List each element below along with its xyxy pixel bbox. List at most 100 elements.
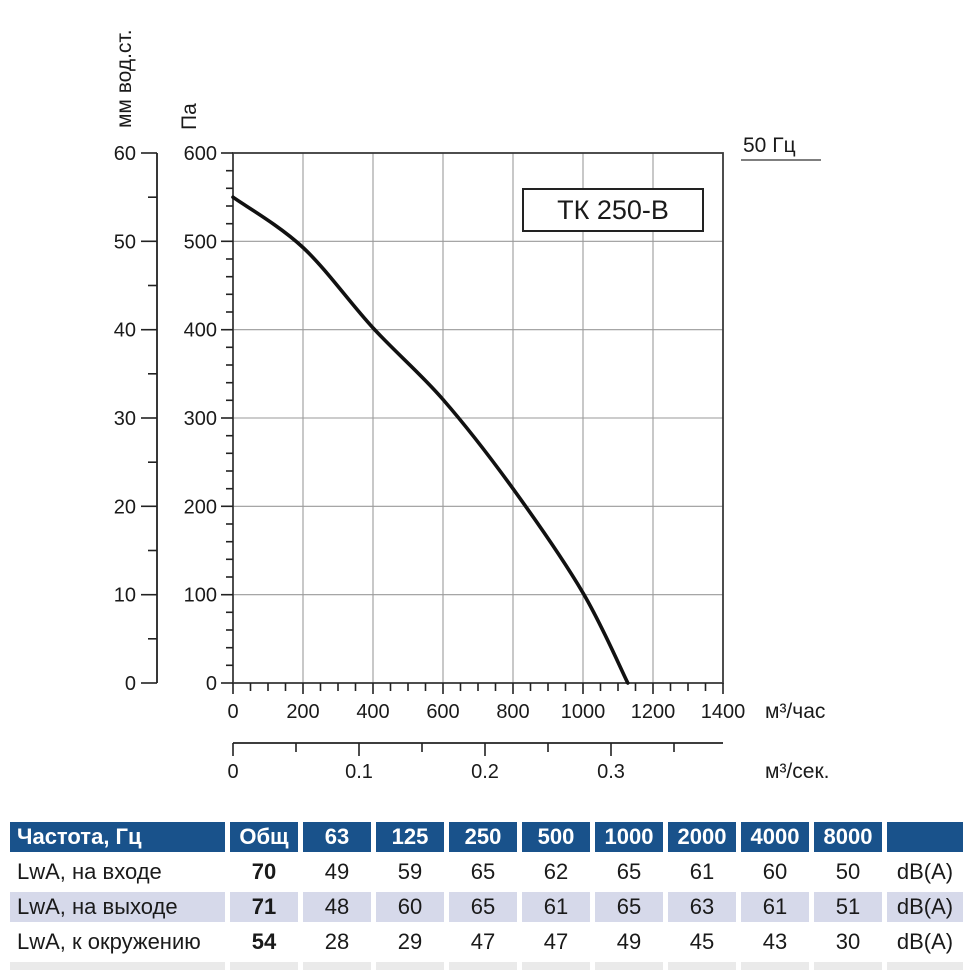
acoustic-table: Частота, Гц Общ 63 125 250 500 1000 2000 4000 800… [5,817,968,975]
svg-text:1200: 1200 [631,701,676,723]
total-cell: 54 [251,929,277,954]
header-cell: 1000 [595,822,663,852]
header-cell: 250 [449,822,517,852]
unit-cell: dB(A) [896,859,954,884]
unit-cell: dB(A) [887,892,963,922]
table-body: LwA, на входе 70 49 59 65 62 65 61 60 50 dB(A) LwA,… [10,857,963,970]
value-cell: 30 [835,929,861,954]
total-cell: 71 [230,892,298,922]
value-cell: 65 [449,892,517,922]
value-cell: 48 [303,892,371,922]
flow-sec-unit: м³/сек. [765,760,829,783]
value-cell: 63 [668,892,736,922]
value-cell: 60 [376,892,444,922]
cropped-cell [595,962,663,970]
header-cell: 4000 [741,822,809,852]
value-cell: 43 [762,929,788,954]
cropped-cell [303,962,371,970]
svg-text:50: 50 [114,231,136,253]
value-cell: 50 [835,859,861,884]
cropped-next-row [10,962,963,970]
svg-text:300: 300 [184,408,217,430]
svg-text:40: 40 [114,320,136,342]
svg-text:600: 600 [426,701,459,723]
svg-text:0.3: 0.3 [597,761,625,783]
value-cell: 60 [762,859,788,884]
cropped-cell [10,962,225,970]
value-cell: 47 [543,929,569,954]
value-cell: 61 [741,892,809,922]
svg-text:50 Гц: 50 Гц [743,134,796,157]
row-label-cell: LwA, на выходе [10,892,225,922]
value-cell: 61 [689,859,715,884]
value-cell: 62 [543,859,569,884]
svg-text:30: 30 [114,408,136,430]
svg-text:200: 200 [184,496,217,518]
grid-lines [233,153,723,683]
value-cell: 61 [522,892,590,922]
svg-text:1000: 1000 [561,701,606,723]
header-cell: 63 [303,822,371,852]
row-label-cell: LwA, к окружению [17,929,201,954]
svg-text:0.1: 0.1 [345,761,373,783]
pressure-axis: 0 100 200 300 400 500 600 Па [178,103,233,695]
svg-text:100: 100 [184,585,217,607]
value-cell: 49 [616,929,642,954]
svg-text:10: 10 [114,585,136,607]
header-cell: 125 [376,822,444,852]
table-head: Частота, Гц Общ 63 125 250 500 1000 2000 4000 800… [10,822,963,852]
cropped-cell [449,962,517,970]
unit-cell: dB(A) [896,929,954,954]
cropped-cell [668,962,736,970]
value-cell: 49 [324,859,350,884]
svg-text:800: 800 [496,701,529,723]
svg-text:600: 600 [184,143,217,165]
header-cell-frequency: Частота, Гц [10,822,225,852]
total-cell: 70 [251,859,277,884]
cropped-cell [376,962,444,970]
table-row: LwA, к окружению 54 28 29 47 47 49 45 43 30 dB(A) [10,927,963,957]
header-cell: Общ [230,822,298,852]
value-cell: 51 [814,892,882,922]
water-column-axis-unit: мм вод.ст. [113,29,136,128]
value-cell: 65 [595,892,663,922]
water-column-axis: 0 10 20 30 40 50 60 мм вод.ст. [113,29,158,695]
cropped-cell [887,962,963,970]
header-cell: 500 [522,822,590,852]
svg-text:0: 0 [227,701,238,723]
fan-performance-chart: 0 100 200 300 400 500 600 Па 0 10 20 30 40 50 60 мм вод… [113,29,829,783]
cropped-cell [522,962,590,970]
cropped-cell [230,962,298,970]
svg-text:400: 400 [184,320,217,342]
flow-axis-hour: 0 200 400 600 800 1000 1200 1400 м³/час [227,683,825,723]
svg-text:500: 500 [184,231,217,253]
table-row: LwA, на выходе 71 48 60 65 61 65 63 61 51 dB(A) [10,892,963,922]
value-cell: 45 [689,929,715,954]
table-header-row: Частота, Гц Общ 63 125 250 500 1000 2000 4000 800… [10,822,963,852]
chart-svg: 0 100 200 300 400 500 600 Па 0 10 20 30 40 50 60 мм вод… [113,29,829,783]
svg-text:1400: 1400 [701,701,746,723]
value-cell: 29 [397,929,423,954]
header-cell: 2000 [668,822,736,852]
header-cell [887,822,963,852]
svg-text:400: 400 [356,701,389,723]
svg-text:20: 20 [114,496,136,518]
value-cell: 47 [470,929,496,954]
frequency-label: 50 Гц [741,134,821,161]
flow-axis-sec: 0 0.1 0.2 0.3 м³/сек. [227,742,829,783]
value-cell: 59 [397,859,423,884]
svg-text:0: 0 [125,673,136,695]
svg-text:0: 0 [206,673,217,695]
value-cell: 65 [470,859,496,884]
svg-text:200: 200 [286,701,319,723]
value-cell: 65 [616,859,642,884]
value-cell: 28 [324,929,350,954]
svg-text:ТК 250-В: ТК 250-В [557,195,669,225]
acoustic-data-section: Частота, Гц Общ 63 125 250 500 1000 2000 4000 800… [5,817,971,975]
svg-text:0: 0 [227,761,238,783]
svg-text:0.2: 0.2 [471,761,499,783]
table-row: LwA, на входе 70 49 59 65 62 65 61 60 50 dB(A) [10,857,963,887]
flow-hour-unit: м³/час [765,700,825,723]
header-cell: 8000 [814,822,882,852]
